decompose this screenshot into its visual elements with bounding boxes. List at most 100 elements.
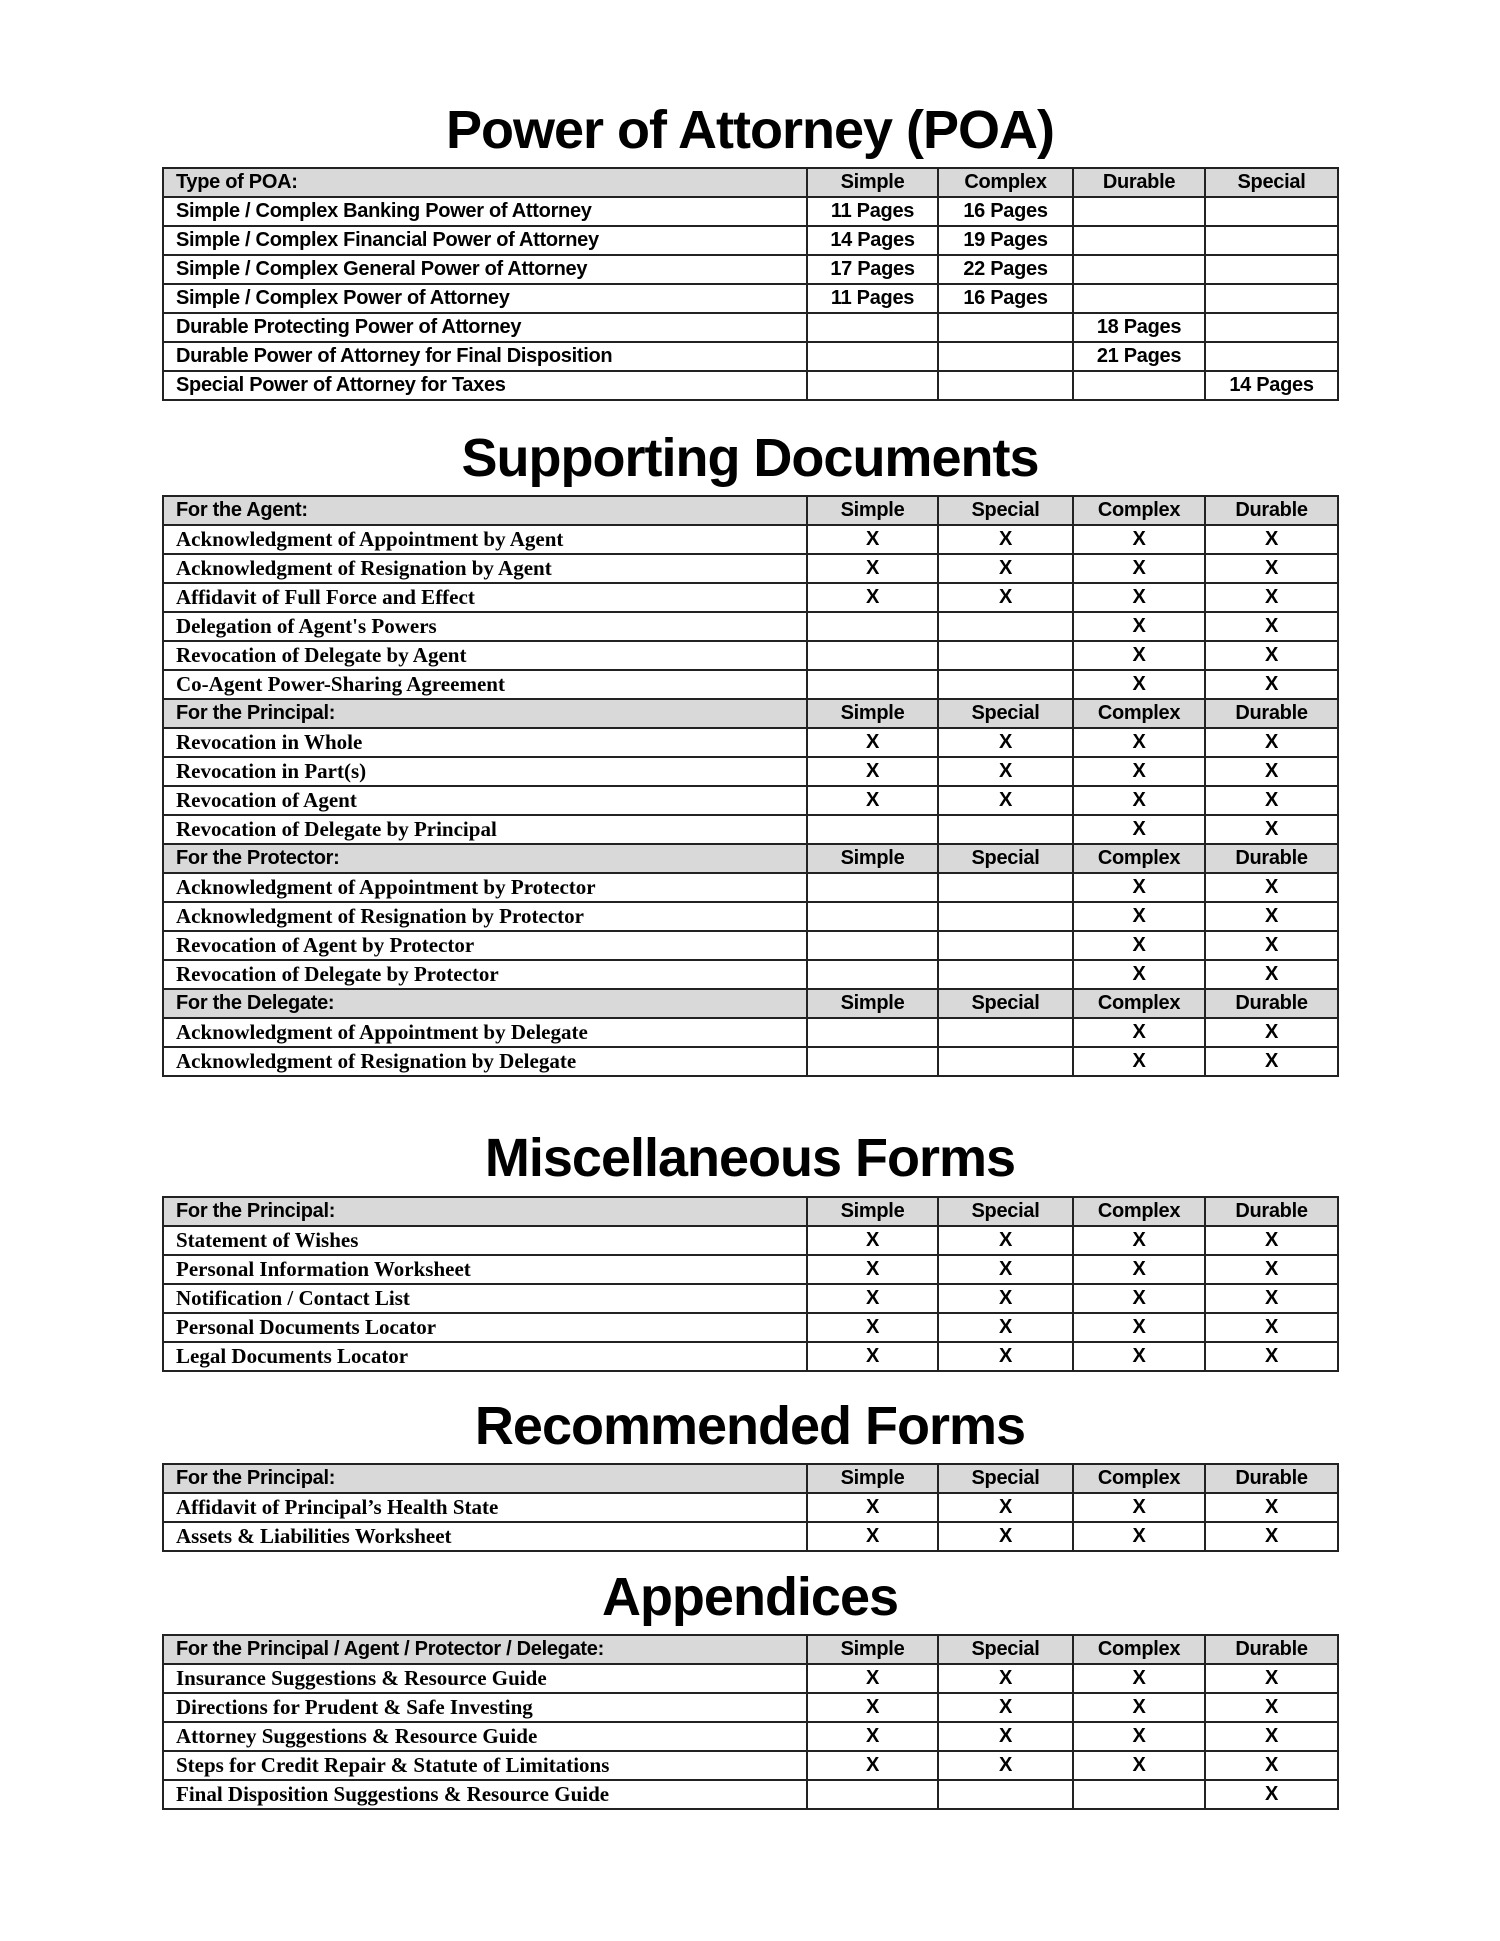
cell-value: X bbox=[1072, 1017, 1206, 1048]
table-row: Special Power of Attorney for Taxes 14 Pa… bbox=[162, 370, 1339, 401]
table-row: Personal Information Worksheet X X X X bbox=[162, 1254, 1339, 1285]
cell-value bbox=[1204, 225, 1339, 256]
cell-value bbox=[1204, 312, 1339, 343]
column-header: Special bbox=[937, 1196, 1074, 1227]
cell-value bbox=[1204, 341, 1339, 372]
column-header: Complex bbox=[1072, 988, 1206, 1019]
column-header: Complex bbox=[1072, 495, 1206, 526]
cell-value: X bbox=[937, 1225, 1074, 1256]
column-header: Durable bbox=[1204, 1634, 1339, 1665]
document-name: Acknowledgment of Resignation by Delegat… bbox=[162, 1046, 808, 1077]
column-header: Durable bbox=[1204, 698, 1339, 729]
table-row: Revocation of Delegate by Agent X X bbox=[162, 640, 1339, 671]
cell-value: X bbox=[937, 756, 1074, 787]
cell-value: X bbox=[806, 1312, 939, 1343]
cell-value: X bbox=[1204, 1283, 1339, 1314]
table-header-row: For the Principal: Simple Special Complex Du… bbox=[162, 698, 1339, 729]
table-header-row: For the Principal / Agent / Protector / … bbox=[162, 1634, 1339, 1665]
table-row: Attorney Suggestions & Resource Guide X X X… bbox=[162, 1721, 1339, 1752]
cell-value: X bbox=[1072, 785, 1206, 816]
cell-value: X bbox=[937, 1721, 1074, 1752]
cell-value: X bbox=[1204, 553, 1339, 584]
cell-value: X bbox=[806, 1492, 939, 1523]
column-header: Simple bbox=[806, 167, 939, 198]
document-name: Acknowledgment of Resignation by Agent bbox=[162, 553, 808, 584]
cell-value: X bbox=[1204, 872, 1339, 903]
table-header-row: For the Principal: Simple Special Complex Du… bbox=[162, 1463, 1339, 1494]
cell-value: X bbox=[937, 727, 1074, 758]
cell-value bbox=[806, 1046, 939, 1077]
cell-value bbox=[937, 341, 1074, 372]
cell-value: 17 Pages bbox=[806, 254, 939, 285]
cell-value: X bbox=[937, 1521, 1074, 1552]
document-name: Acknowledgment of Appointment by Agent bbox=[162, 524, 808, 555]
document-name: Revocation of Agent bbox=[162, 785, 808, 816]
column-header: Simple bbox=[806, 1634, 939, 1665]
document-name: Simple / Complex Power of Attorney bbox=[162, 283, 808, 314]
cell-value bbox=[1204, 254, 1339, 285]
cell-value: X bbox=[1204, 1254, 1339, 1285]
cell-value bbox=[806, 312, 939, 343]
document-name: Acknowledgment of Resignation by Protect… bbox=[162, 901, 808, 932]
cell-value: X bbox=[1072, 1225, 1206, 1256]
table-row: Acknowledgment of Resignation by Protect… bbox=[162, 901, 1339, 932]
section-title: Miscellaneous Forms bbox=[484, 1128, 1016, 1188]
cell-value: X bbox=[937, 553, 1074, 584]
cell-value: X bbox=[806, 524, 939, 555]
cell-value: X bbox=[1072, 1254, 1206, 1285]
cell-value bbox=[937, 1017, 1074, 1048]
cell-value: X bbox=[1204, 640, 1339, 671]
column-header: Simple bbox=[806, 843, 939, 874]
section-table: Type of POA: Simple Complex Durable Special S… bbox=[162, 167, 1339, 401]
column-header: Complex bbox=[1072, 843, 1206, 874]
cell-value: X bbox=[937, 1283, 1074, 1314]
column-header: Special bbox=[937, 988, 1074, 1019]
cell-value: X bbox=[1072, 814, 1206, 845]
cell-value: X bbox=[806, 1521, 939, 1552]
table-row: Simple / Complex Power of Attorney 11 Pag… bbox=[162, 283, 1339, 314]
cell-value: X bbox=[1072, 1046, 1206, 1077]
cell-value bbox=[937, 930, 1074, 961]
table-row: Simple / Complex Banking Power of Attorn… bbox=[162, 196, 1339, 227]
cell-value: 11 Pages bbox=[806, 283, 939, 314]
group-label: For the Principal: bbox=[162, 698, 808, 729]
cell-value: X bbox=[1072, 611, 1206, 642]
column-header: Durable bbox=[1204, 1196, 1339, 1227]
cell-value bbox=[1072, 1779, 1206, 1810]
cell-value: X bbox=[1072, 524, 1206, 555]
table-row: Revocation of Delegate by Principal X X bbox=[162, 814, 1339, 845]
cell-value: X bbox=[1072, 930, 1206, 961]
column-header: Complex bbox=[937, 167, 1074, 198]
cell-value: X bbox=[1204, 669, 1339, 700]
cell-value bbox=[937, 611, 1074, 642]
document-name: Special Power of Attorney for Taxes bbox=[162, 370, 808, 401]
cell-value bbox=[937, 1046, 1074, 1077]
table-header-row: For the Principal: Simple Special Complex Du… bbox=[162, 1196, 1339, 1227]
table-header-row: For the Agent: Simple Special Complex Durabl… bbox=[162, 495, 1339, 526]
cell-value bbox=[806, 1017, 939, 1048]
column-header: Simple bbox=[806, 1463, 939, 1494]
table-row: Acknowledgment of Resignation by Agent X X… bbox=[162, 553, 1339, 584]
table-row: Acknowledgment of Appointment by Agent X X… bbox=[162, 524, 1339, 555]
cell-value bbox=[937, 901, 1074, 932]
cell-value: X bbox=[806, 1692, 939, 1723]
cell-value bbox=[806, 872, 939, 903]
section-table: For the Principal / Agent / Protector / … bbox=[162, 1634, 1339, 1810]
cell-value: X bbox=[1204, 524, 1339, 555]
cell-value: X bbox=[1072, 756, 1206, 787]
table-row: Revocation in Part(s) X X X X bbox=[162, 756, 1339, 787]
document-name: Revocation in Whole bbox=[162, 727, 808, 758]
cell-value: X bbox=[1204, 1750, 1339, 1781]
cell-value: 18 Pages bbox=[1072, 312, 1206, 343]
cell-value bbox=[1072, 196, 1206, 227]
table-header-row: For the Protector: Simple Special Complex Du… bbox=[162, 843, 1339, 874]
cell-value: X bbox=[1204, 1046, 1339, 1077]
table-row: Acknowledgment of Appointment by Delegat… bbox=[162, 1017, 1339, 1048]
column-header: Special bbox=[937, 1463, 1074, 1494]
cell-value: X bbox=[806, 1721, 939, 1752]
table-row: Durable Power of Attorney for Final Disp… bbox=[162, 341, 1339, 372]
document-name: Revocation of Delegate by Principal bbox=[162, 814, 808, 845]
group-label: For the Delegate: bbox=[162, 988, 808, 1019]
document-name: Steps for Credit Repair & Statute of Lim… bbox=[162, 1750, 808, 1781]
document-name: Acknowledgment of Appointment by Delegat… bbox=[162, 1017, 808, 1048]
